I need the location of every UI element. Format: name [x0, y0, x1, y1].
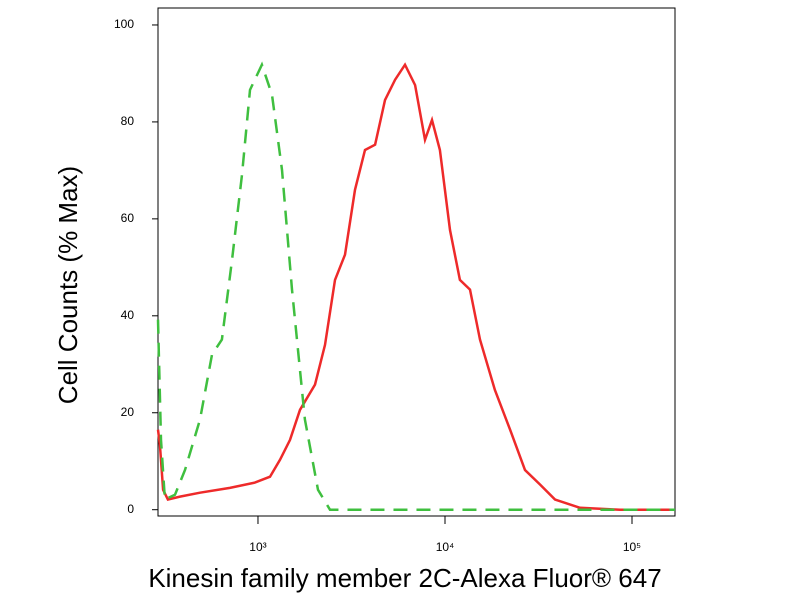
- y-tick-label: 100: [114, 17, 134, 31]
- x-tick-label: 10⁵: [623, 540, 641, 554]
- line-series: [156, 62, 675, 511]
- y-axis-title: Cell Counts (% Max): [53, 166, 83, 404]
- x-tick-label: 10⁴: [436, 540, 455, 554]
- plot-frame: [157, 7, 676, 517]
- y-tick-label: 80: [121, 114, 135, 128]
- y-tick-label: 20: [121, 405, 135, 419]
- x-tick-label: 10³: [249, 540, 266, 554]
- line-series: [156, 61, 675, 511]
- y-tick-label: 0: [127, 502, 134, 516]
- x-axis-title: Kinesin family member 2C-Alexa Fluor® 64…: [148, 563, 661, 593]
- y-tick-label: 60: [121, 211, 135, 225]
- y-tick-label: 40: [121, 308, 135, 322]
